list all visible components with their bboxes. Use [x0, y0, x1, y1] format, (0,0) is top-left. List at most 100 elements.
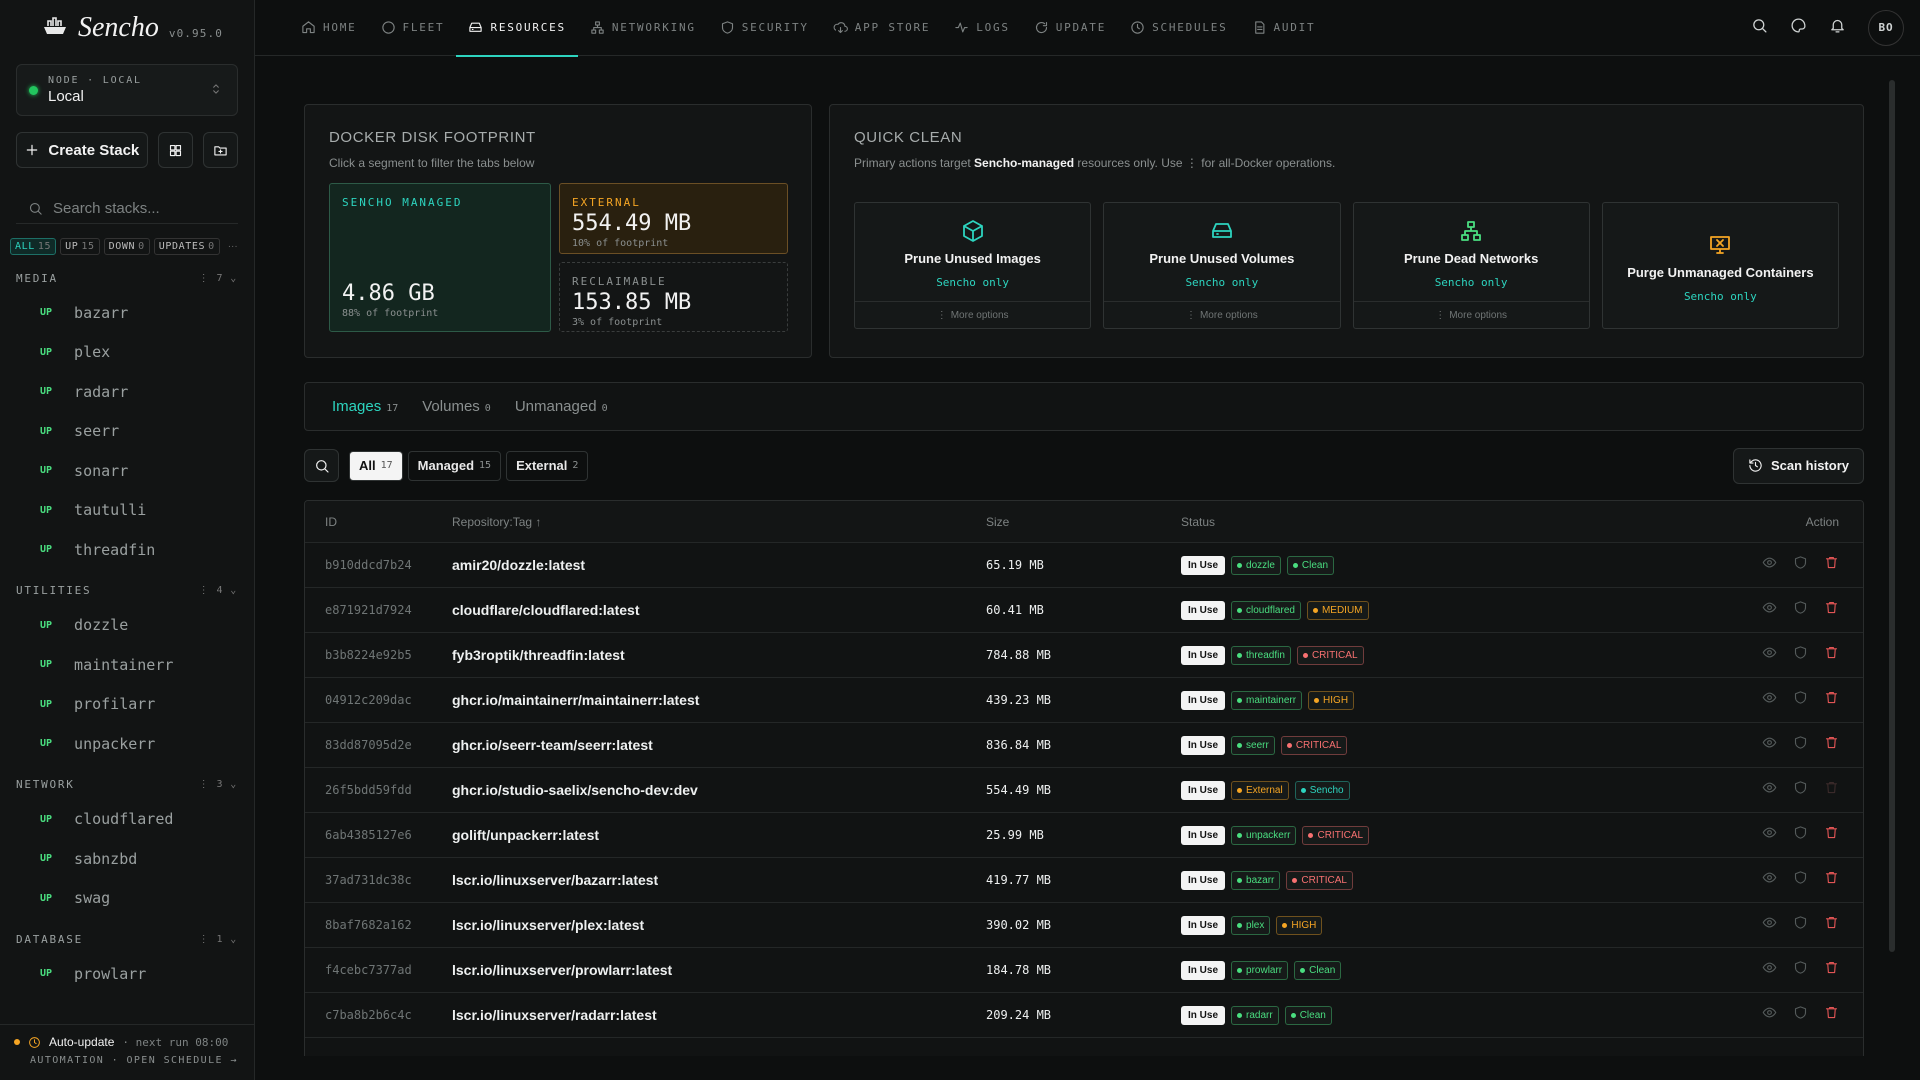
inspect-button[interactable] [1762, 960, 1777, 980]
delete-button[interactable] [1824, 915, 1839, 935]
filter-chip[interactable]: UP 15 [60, 238, 100, 255]
footprint-segment[interactable]: SENCHO MANAGED 4.86 GB 88% of footprint [329, 183, 551, 332]
nav-item[interactable]: FLEET [369, 0, 457, 56]
scan-history-button[interactable]: Scan history [1732, 447, 1864, 484]
table-row[interactable]: 37ad731dc38c lscr.io/linuxserver/bazarr:l… [305, 858, 1863, 903]
inspect-button[interactable] [1762, 735, 1777, 755]
stack-item[interactable]: UP sabnzbd [0, 839, 254, 879]
inspect-button[interactable] [1762, 645, 1777, 665]
inspect-button[interactable] [1762, 825, 1777, 845]
scan-button[interactable] [1793, 915, 1808, 935]
stack-item[interactable]: UP sonarr [0, 451, 254, 491]
stack-item[interactable]: UP maintainerr [0, 645, 254, 685]
scan-button[interactable] [1793, 645, 1808, 665]
table-row[interactable]: 8baf7682a162 lscr.io/linuxserver/plex:lat… [305, 903, 1863, 948]
scan-button[interactable] [1793, 960, 1808, 980]
nav-item[interactable]: APP STORE [821, 0, 942, 56]
quick-action[interactable]: Prune Unused Volumes Sencho only ⋮ More opt… [1103, 202, 1341, 329]
group-header[interactable]: DATABASE ⋮ 1 ⌄ [0, 924, 254, 954]
quick-action[interactable]: Prune Dead Networks Sencho only ⋮ More opti… [1352, 202, 1590, 329]
inspect-button[interactable] [1762, 1005, 1777, 1025]
group-header[interactable]: NETWORK ⋮ 3 ⌄ [0, 770, 254, 800]
table-row[interactable]: b910ddcd7b24 amir20/dozzle:latest 65.19 MB… [305, 543, 1863, 588]
scan-button[interactable] [1793, 825, 1808, 845]
stack-item[interactable]: UP dozzle [0, 606, 254, 646]
inspect-button[interactable] [1762, 780, 1777, 800]
table-row[interactable]: 6ab4385127e6 golift/unpackerr:latest 25.99… [305, 813, 1863, 858]
search-button[interactable] [1751, 17, 1768, 39]
footer-links[interactable]: AUTOMATION · OPEN SCHEDULE → [30, 1055, 238, 1066]
footprint-segment[interactable]: EXTERNAL 554.49 MB 10% of footprint [559, 183, 788, 254]
delete-button[interactable] [1824, 870, 1839, 890]
stack-item[interactable]: UP swag [0, 879, 254, 919]
filter-chip[interactable]: All 17 [349, 450, 403, 481]
grid-button[interactable] [157, 132, 193, 168]
scan-button[interactable] [1793, 1005, 1808, 1025]
notifications-button[interactable] [1829, 17, 1846, 39]
delete-button[interactable] [1824, 1005, 1839, 1025]
table-row[interactable]: e871921d7924 cloudflare/cloudflared:lates… [305, 588, 1863, 633]
stack-item[interactable]: UP profilarr [0, 685, 254, 725]
delete-button[interactable] [1824, 735, 1839, 755]
delete-button[interactable] [1824, 825, 1839, 845]
stack-item[interactable]: UP radarr [0, 372, 254, 412]
group-header[interactable]: MEDIA ⋮ 7 ⌄ [0, 263, 254, 293]
quick-action[interactable]: Purge Unmanaged Containers Sencho only [1601, 202, 1839, 329]
table-row[interactable]: 04912c209dac ghcr.io/maintainerr/maintain… [305, 678, 1863, 723]
create-stack-button[interactable]: Create Stack [16, 132, 148, 168]
stack-item[interactable]: UP unpackerr [0, 724, 254, 764]
filter-chip[interactable]: External 2 [506, 450, 589, 481]
theme-button[interactable] [1790, 17, 1807, 39]
inspect-button[interactable] [1762, 915, 1777, 935]
scan-button[interactable] [1793, 780, 1808, 800]
stack-item[interactable]: UP bazarr [0, 293, 254, 333]
stack-item[interactable]: UP cloudflared [0, 800, 254, 840]
table-row[interactable]: 26f5bdd59fdd ghcr.io/studio-saelix/sencho… [305, 768, 1863, 813]
delete-button[interactable] [1824, 960, 1839, 980]
filter-chip[interactable]: Managed 15 [407, 450, 502, 481]
table-row[interactable]: 83dd87095d2e ghcr.io/seerr-team/seerr:lat… [305, 723, 1863, 768]
search-button[interactable] [304, 449, 339, 482]
quick-action[interactable]: Prune Unused Images Sencho only ⋮ More opti… [854, 202, 1092, 329]
user-avatar[interactable]: BO [1868, 9, 1904, 46]
nav-item[interactable]: SECURITY [708, 0, 821, 56]
tab[interactable]: Volumes 0 [422, 398, 491, 415]
scan-button[interactable] [1793, 600, 1808, 620]
delete-button[interactable] [1824, 690, 1839, 710]
nav-item[interactable]: SCHEDULES [1118, 0, 1239, 56]
scan-button[interactable] [1793, 555, 1808, 575]
table-row[interactable]: b3b8224e92b5 fyb3roptik/threadfin:latest 7… [305, 633, 1863, 678]
stack-item[interactable]: UP seerr [0, 412, 254, 452]
stack-item[interactable]: UP plex [0, 333, 254, 373]
folder-button[interactable] [202, 132, 238, 168]
stack-search[interactable]: Search stacks... [16, 194, 238, 224]
more-options[interactable]: ⋮ More options [855, 301, 1091, 328]
nav-item[interactable]: RESOURCES [456, 0, 579, 57]
filter-chip[interactable]: DOWN 0 [103, 238, 150, 255]
stack-item[interactable]: UP tautulli [0, 491, 254, 531]
inspect-button[interactable] [1762, 555, 1777, 575]
nav-item[interactable]: HOME [289, 0, 369, 56]
delete-button[interactable] [1824, 780, 1839, 800]
more-options[interactable]: ⋮ More options [1104, 301, 1340, 328]
scan-button[interactable] [1793, 735, 1808, 755]
column-header[interactable]: Repository:Tag ↑ [452, 515, 986, 529]
delete-button[interactable] [1824, 555, 1839, 575]
scan-button[interactable] [1793, 690, 1808, 710]
filter-chip[interactable]: ALL 15 [10, 238, 57, 255]
nav-item[interactable]: LOGS [942, 0, 1022, 56]
tab[interactable]: Unmanaged 0 [515, 398, 608, 415]
inspect-button[interactable] [1762, 600, 1777, 620]
node-selector[interactable]: NODE · LOCAL Local [16, 64, 238, 116]
table-row[interactable]: f4cebc7377ad lscr.io/linuxserver/prowlarr… [305, 948, 1863, 993]
nav-item[interactable]: NETWORKING [578, 0, 708, 56]
stack-item[interactable]: UP prowlarr [0, 954, 254, 994]
delete-button[interactable] [1824, 600, 1839, 620]
inspect-button[interactable] [1762, 690, 1777, 710]
stack-item[interactable]: UP threadfin [0, 530, 254, 570]
inspect-button[interactable] [1762, 870, 1777, 890]
scan-button[interactable] [1793, 870, 1808, 890]
footprint-segment[interactable]: RECLAIMABLE 153.85 MB 3% of footprint [559, 262, 788, 332]
table-row[interactable]: c7ba8b2b6c4c lscr.io/linuxserver/radarr:l… [305, 993, 1863, 1038]
nav-item[interactable]: AUDIT [1240, 0, 1328, 56]
